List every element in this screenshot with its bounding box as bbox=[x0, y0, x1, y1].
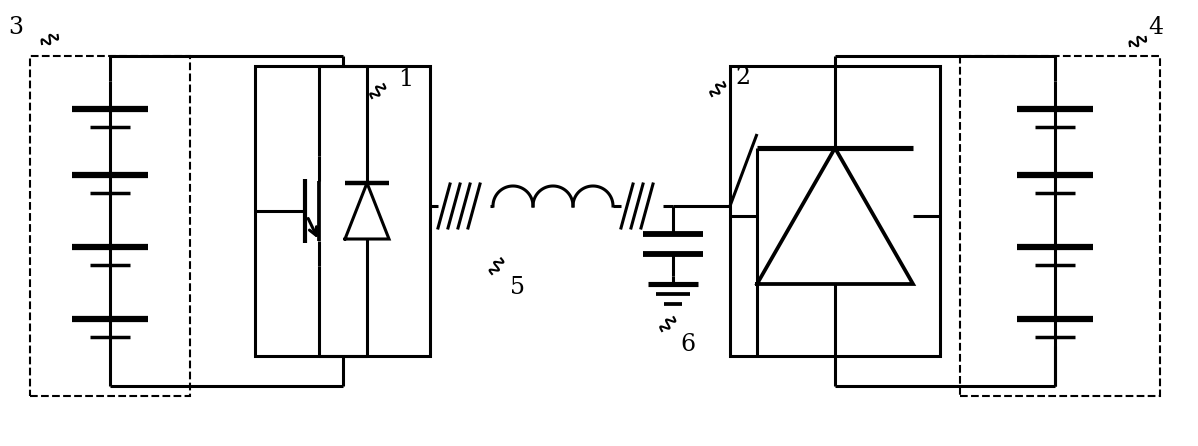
Text: 1: 1 bbox=[398, 68, 413, 91]
Text: 2: 2 bbox=[736, 66, 750, 89]
Bar bbox=[30, 56, 190, 396]
Bar bbox=[255, 66, 430, 356]
Text: 4: 4 bbox=[1148, 16, 1163, 39]
Text: 5: 5 bbox=[510, 276, 525, 299]
Bar bbox=[730, 66, 940, 356]
Text: 3: 3 bbox=[8, 16, 23, 39]
Bar bbox=[960, 56, 1160, 396]
Text: 6: 6 bbox=[680, 333, 695, 356]
